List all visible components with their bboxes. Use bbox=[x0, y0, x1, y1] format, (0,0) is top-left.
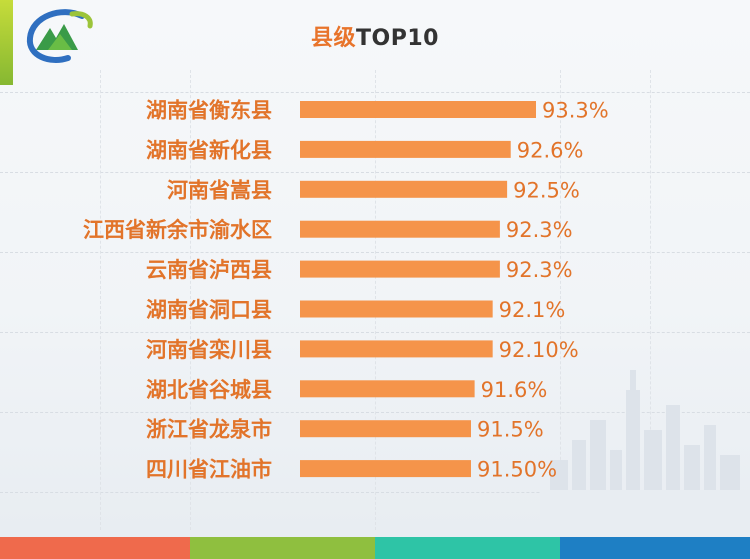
category-label: 湖南省衡东县 bbox=[146, 99, 272, 123]
company-logo bbox=[26, 9, 93, 63]
category-label: 江西省新余市渝水区 bbox=[83, 218, 272, 242]
bar bbox=[300, 220, 500, 238]
bottom-segment-red bbox=[0, 537, 190, 559]
category-label: 云南省泸西县 bbox=[146, 258, 272, 282]
category-label: 湖北省谷城县 bbox=[146, 378, 272, 402]
bar bbox=[300, 300, 493, 318]
city-skyline-image bbox=[540, 370, 750, 535]
value-label: 93.3% bbox=[542, 99, 609, 123]
title-zh: 县级 bbox=[311, 26, 357, 51]
value-label: 91.50% bbox=[477, 458, 557, 482]
value-label: 92.3% bbox=[506, 218, 573, 242]
bar bbox=[300, 101, 536, 118]
bottom-segment-green bbox=[190, 537, 375, 559]
value-label: 92.1% bbox=[499, 298, 566, 322]
category-label: 浙江省龙泉市 bbox=[146, 418, 272, 442]
category-label: 湖南省新化县 bbox=[146, 138, 272, 162]
bar bbox=[300, 140, 511, 158]
category-label: 四川省江油市 bbox=[146, 458, 272, 482]
grid-line bbox=[100, 70, 101, 530]
bar bbox=[300, 180, 508, 198]
bars-layer: 湖南省衡东县 93.3% 湖南省新化县 92.6% 河南省嵩县 92.5% 江西省新余市渝水… bbox=[83, 99, 609, 482]
chart-title: 县级TOP10 bbox=[0, 20, 750, 52]
value-label: 91.6% bbox=[481, 378, 548, 402]
value-label: 92.10% bbox=[499, 338, 579, 362]
grid-line bbox=[375, 70, 376, 530]
grid-line bbox=[560, 70, 561, 530]
left-accent-strip bbox=[0, 0, 13, 85]
value-label: 92.5% bbox=[513, 178, 580, 202]
bar bbox=[300, 340, 493, 358]
bar bbox=[300, 380, 475, 398]
bottom-color-bar bbox=[0, 537, 750, 559]
bottom-segment-blue bbox=[560, 537, 750, 559]
title-en: TOP10 bbox=[356, 26, 439, 51]
bar bbox=[300, 260, 500, 278]
bottom-segment-teal bbox=[375, 537, 560, 559]
bar bbox=[300, 420, 471, 438]
value-label: 92.3% bbox=[506, 258, 573, 282]
category-label: 湖南省洞口县 bbox=[146, 298, 272, 322]
value-label: 91.5% bbox=[477, 418, 544, 442]
category-label: 河南省栾川县 bbox=[146, 338, 272, 362]
bar bbox=[300, 460, 471, 478]
grid-line bbox=[190, 70, 191, 530]
grid-line bbox=[650, 70, 651, 530]
bar-chart: 湖南省衡东县 93.3% 湖南省新化县 92.6% 河南省嵩县 92.5% 江西省新余市渝水… bbox=[83, 99, 609, 482]
category-label: 河南省嵩县 bbox=[167, 178, 272, 202]
value-label: 92.6% bbox=[517, 138, 584, 162]
